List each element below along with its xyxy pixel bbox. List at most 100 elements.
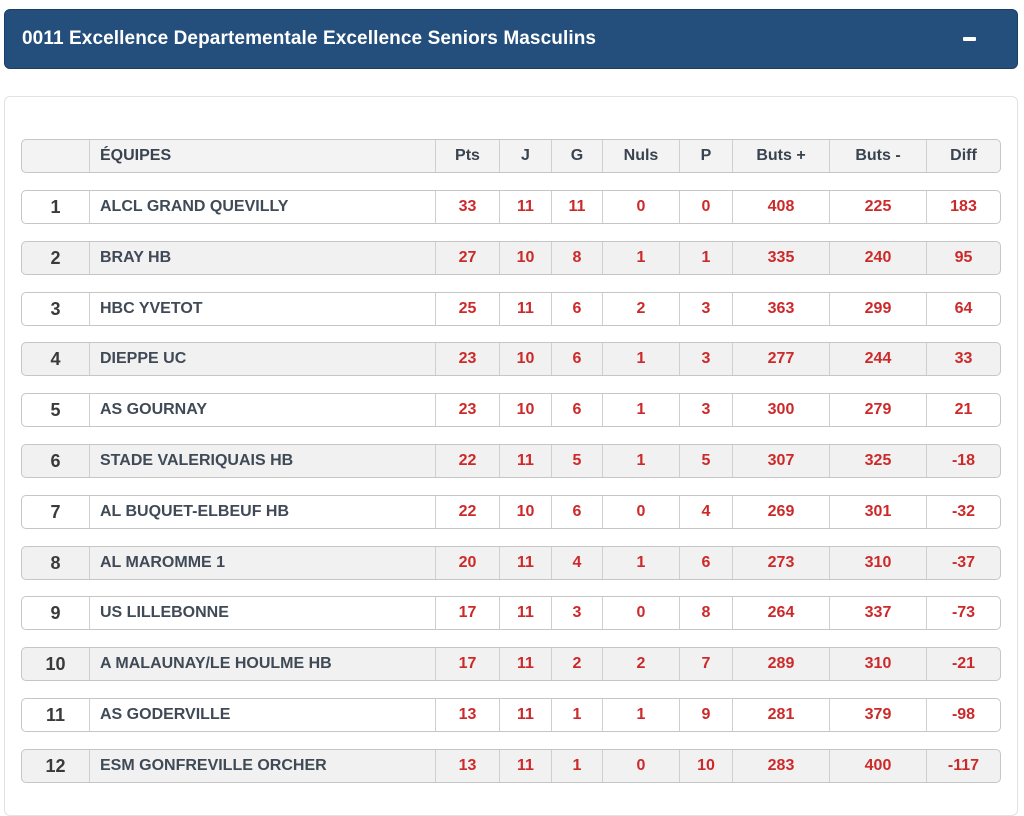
rank-cell: 4 (22, 343, 90, 375)
draws-cell: 1 (603, 242, 680, 274)
table-row: 11 AS GODERVILLE 13 11 1 1 9 281 379 -98 (21, 698, 1001, 732)
goals-against-cell: 301 (830, 496, 927, 528)
goals-for-cell: 277 (733, 343, 830, 375)
won-cell: 6 (552, 343, 603, 375)
points-cell: 33 (436, 191, 500, 223)
header-g: G (552, 140, 603, 172)
lost-cell: 0 (680, 191, 733, 223)
rank-cell: 6 (22, 445, 90, 477)
rank-cell: 11 (22, 699, 90, 731)
goals-for-cell: 300 (733, 394, 830, 426)
won-cell: 3 (552, 597, 603, 629)
played-cell: 11 (500, 597, 552, 629)
goals-for-cell: 307 (733, 445, 830, 477)
table-header-row: ÉQUIPES Pts J G Nuls P Buts + Buts - Dif… (21, 139, 1001, 173)
played-cell: 11 (500, 445, 552, 477)
minus-icon (962, 37, 976, 41)
points-cell: 27 (436, 242, 500, 274)
goals-against-cell: 244 (830, 343, 927, 375)
lost-cell: 4 (680, 496, 733, 528)
team-name[interactable]: AS GOURNAY (90, 394, 436, 426)
won-cell: 6 (552, 293, 603, 325)
points-cell: 20 (436, 547, 500, 579)
goal-diff-cell: 33 (954, 350, 973, 367)
lost-cell: 7 (680, 648, 733, 680)
points-cell: 13 (436, 699, 500, 731)
points-cell: 22 (436, 496, 500, 528)
rank-cell: 1 (22, 191, 90, 223)
table-row: 3 HBC YVETOT 25 11 6 2 3 363 299 64 (21, 292, 1001, 326)
goals-for-cell: 281 (733, 699, 830, 731)
table-row: 10 A MALAUNAY/LE HOULME HB 17 11 2 2 7 289 310 -2… (21, 647, 1001, 681)
team-name[interactable]: BRAY HB (90, 242, 436, 274)
goal-diff-cell: 183 (950, 198, 977, 215)
lost-cell: 3 (680, 394, 733, 426)
rank-cell: 5 (22, 394, 90, 426)
collapse-button[interactable] (959, 29, 979, 49)
goal-diff-cell: 95 (954, 249, 973, 266)
team-name[interactable]: STADE VALERIQUAIS HB (90, 445, 436, 477)
goal-diff-cell: -21 (951, 655, 976, 672)
draws-cell: 1 (603, 343, 680, 375)
draws-cell: 0 (603, 191, 680, 223)
competition-panel-header[interactable]: 0011 Excellence Departementale Excellenc… (4, 9, 1018, 69)
lost-cell: 10 (680, 750, 733, 782)
goals-against-cell: 225 (830, 191, 927, 223)
team-name[interactable]: ALCL GRAND QUEVILLY (90, 191, 436, 223)
won-cell: 11 (552, 191, 603, 223)
draws-cell: 1 (603, 445, 680, 477)
goals-against-cell: 310 (830, 648, 927, 680)
played-cell: 10 (500, 496, 552, 528)
goals-for-cell: 408 (733, 191, 830, 223)
lost-cell: 1 (680, 242, 733, 274)
rank-cell: 9 (22, 597, 90, 629)
header-buts-minus: Buts - (830, 140, 927, 172)
goal-diff-cell: 21 (954, 401, 973, 418)
goals-against-cell: 299 (830, 293, 927, 325)
team-name[interactable]: A MALAUNAY/LE HOULME HB (90, 648, 436, 680)
played-cell: 11 (500, 750, 552, 782)
points-cell: 23 (436, 394, 500, 426)
team-name[interactable]: AS GODERVILLE (90, 699, 436, 731)
points-cell: 22 (436, 445, 500, 477)
goals-against-cell: 325 (830, 445, 927, 477)
header-rank (22, 140, 90, 172)
draws-cell: 1 (603, 699, 680, 731)
team-name[interactable]: HBC YVETOT (90, 293, 436, 325)
goals-against-cell: 310 (830, 547, 927, 579)
table-row: 1 ALCL GRAND QUEVILLY 33 11 11 0 0 408 225 183 (21, 190, 1001, 224)
goal-diff-cell: -117 (947, 757, 980, 774)
goal-diff-cell: -73 (951, 604, 976, 621)
rank-cell: 8 (22, 547, 90, 579)
goals-for-cell: 269 (733, 496, 830, 528)
lost-cell: 9 (680, 699, 733, 731)
team-name[interactable]: AL MAROMME 1 (90, 547, 436, 579)
goals-for-cell: 289 (733, 648, 830, 680)
played-cell: 11 (500, 699, 552, 731)
goal-diff-cell: -37 (951, 554, 976, 571)
goal-diff-cell: -32 (951, 503, 976, 520)
lost-cell: 3 (680, 293, 733, 325)
goal-diff-cell: 64 (954, 300, 973, 317)
won-cell: 1 (552, 750, 603, 782)
played-cell: 11 (500, 648, 552, 680)
team-name[interactable]: ESM GONFREVILLE ORCHER (90, 750, 436, 782)
rank-cell: 3 (22, 293, 90, 325)
goals-for-cell: 264 (733, 597, 830, 629)
draws-cell: 0 (603, 496, 680, 528)
goals-for-cell: 335 (733, 242, 830, 274)
table-row: 2 BRAY HB 27 10 8 1 1 335 240 95 (21, 241, 1001, 275)
draws-cell: 2 (603, 293, 680, 325)
team-name[interactable]: US LILLEBONNE (90, 597, 436, 629)
table-row: 4 DIEPPE UC 23 10 6 1 3 277 244 33 (21, 342, 1001, 376)
goals-against-cell: 400 (830, 750, 927, 782)
team-name[interactable]: DIEPPE UC (90, 343, 436, 375)
table-row: 9 US LILLEBONNE 17 11 3 0 8 264 337 -73 (21, 596, 1001, 630)
team-name[interactable]: AL BUQUET-ELBEUF HB (90, 496, 436, 528)
goals-for-cell: 273 (733, 547, 830, 579)
competition-title: 0011 Excellence Departementale Excellenc… (22, 28, 597, 49)
draws-cell: 0 (603, 750, 680, 782)
rank-cell: 7 (22, 496, 90, 528)
played-cell: 11 (500, 293, 552, 325)
table-row: 8 AL MAROMME 1 20 11 4 1 6 273 310 -37 (21, 546, 1001, 580)
